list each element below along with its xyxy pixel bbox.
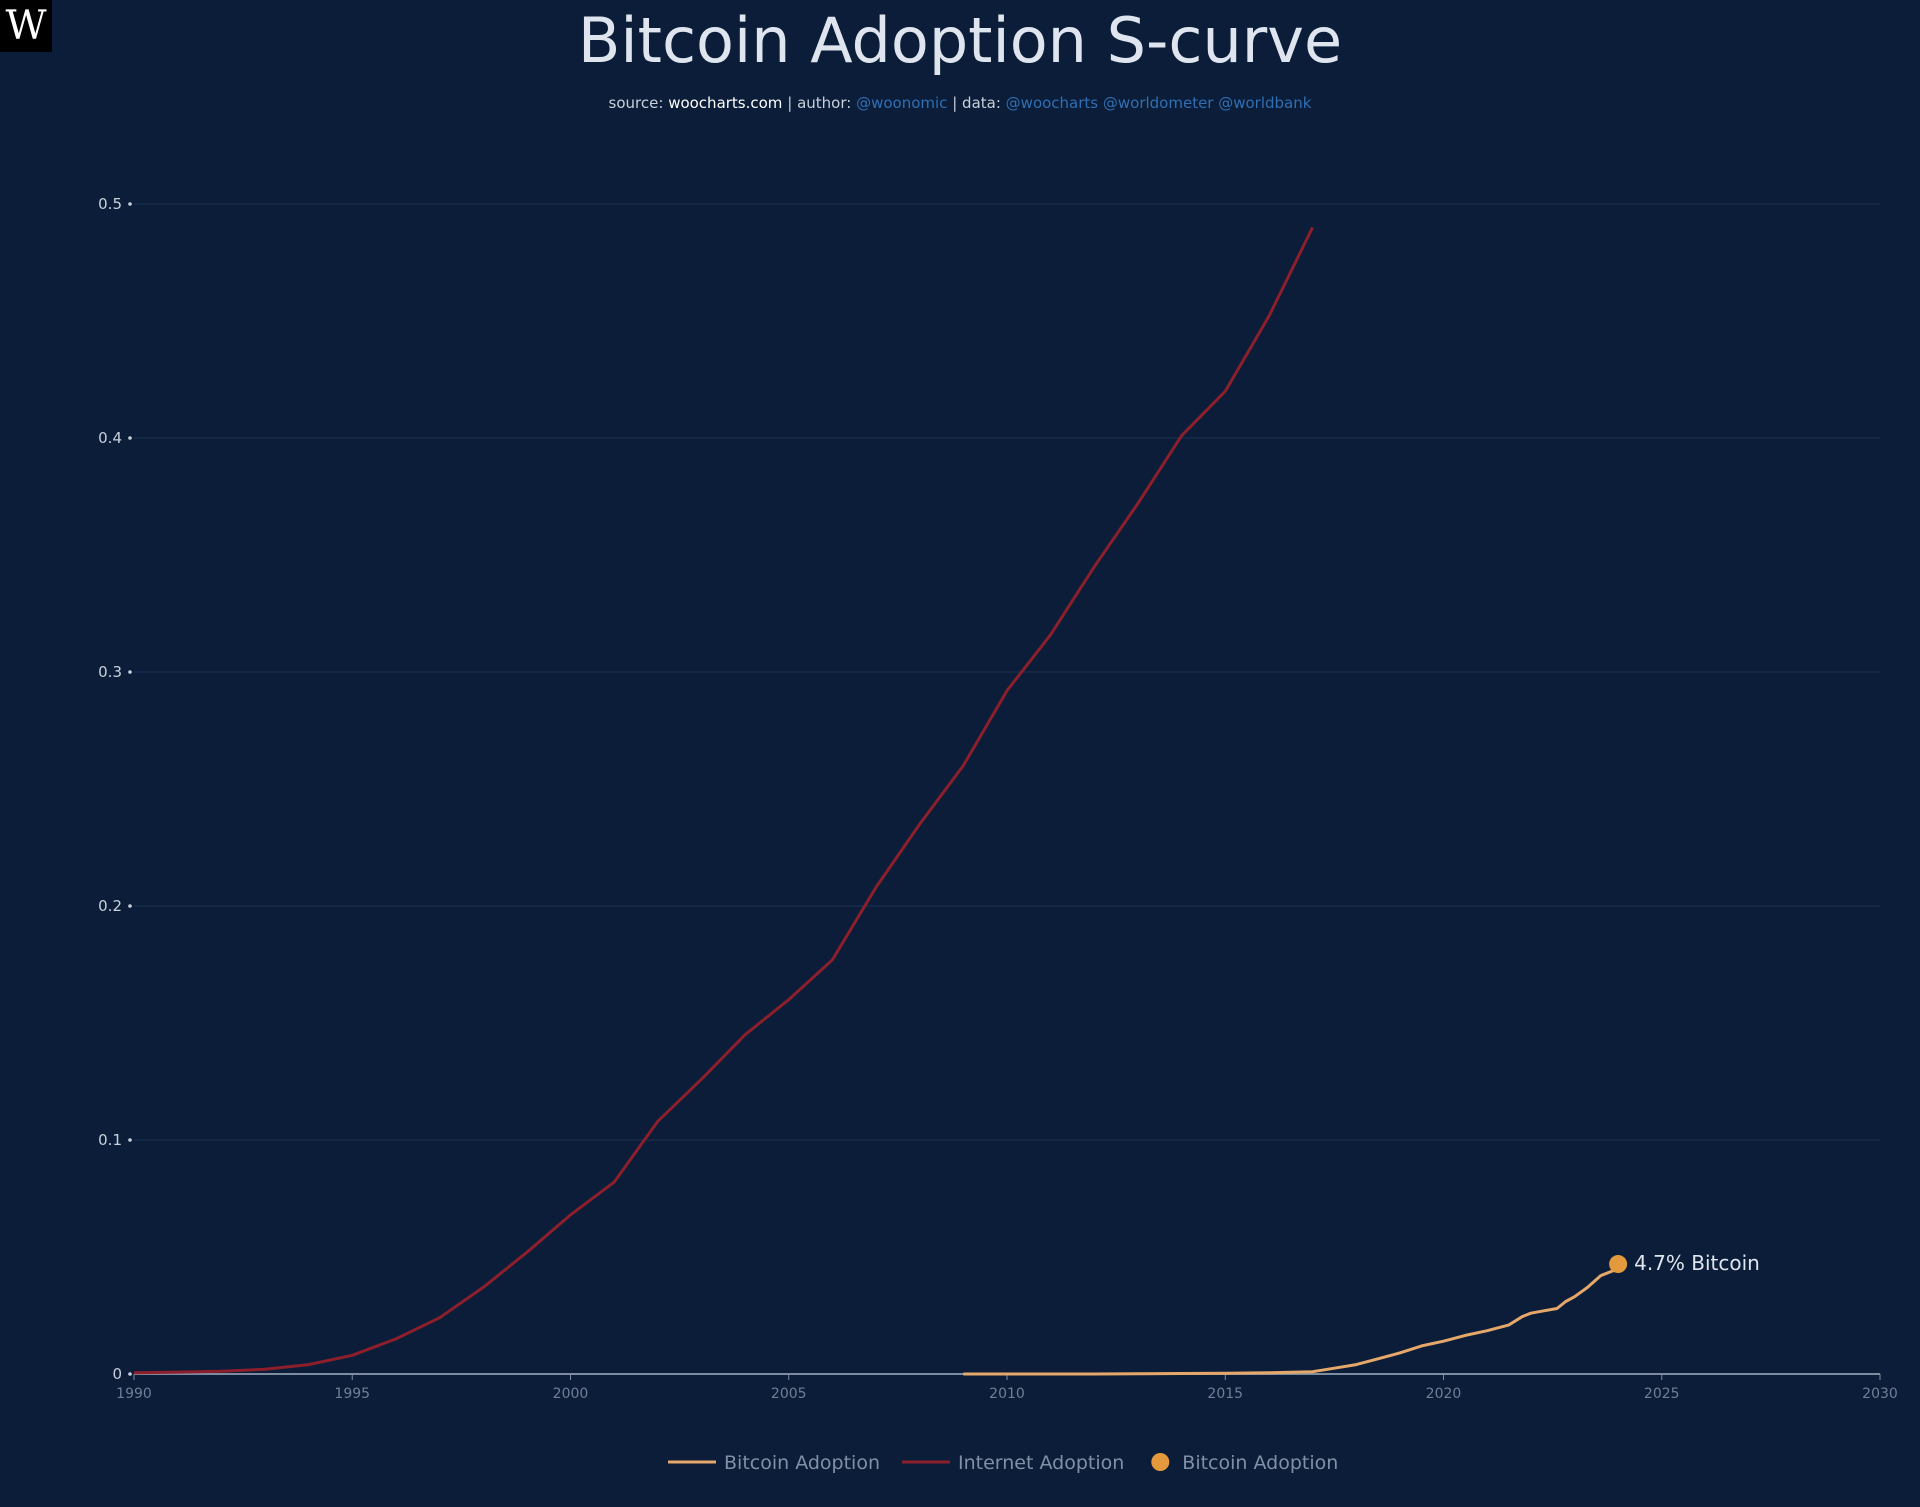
source-link[interactable]: woocharts.com xyxy=(668,94,783,112)
y-tick-label: 0.5 xyxy=(98,195,122,213)
x-tick-label: 2030 xyxy=(1862,1386,1898,1402)
y-tick-mark xyxy=(128,436,132,440)
x-tick-label: 2005 xyxy=(771,1386,807,1402)
x-tick-label: 2015 xyxy=(1207,1386,1243,1402)
series-line-internet-adoption[interactable] xyxy=(133,226,1314,1375)
y-tick-mark xyxy=(128,1372,132,1376)
y-tick-label: 0.1 xyxy=(98,1131,122,1149)
data-source-links[interactable]: @woocharts @worldometer @worldbank xyxy=(1005,94,1312,112)
woocharts-logo: W xyxy=(0,0,52,52)
y-tick-mark xyxy=(128,904,132,908)
x-tick-label: 2010 xyxy=(989,1386,1025,1402)
chart-subtitle: source: woocharts.com | author: @woonomi… xyxy=(0,94,1920,112)
legend-swatch-marker[interactable] xyxy=(1151,1453,1170,1471)
x-tick-label: 1990 xyxy=(116,1386,152,1402)
y-tick-label: 0.4 xyxy=(98,429,122,447)
y-tick-label: 0.2 xyxy=(98,897,122,915)
x-tick-label: 2025 xyxy=(1644,1386,1680,1402)
chart-title: Bitcoin Adoption S-curve xyxy=(577,4,1343,77)
legend-label: Bitcoin Adoption xyxy=(1182,1452,1338,1474)
author-link[interactable]: @woonomic xyxy=(856,94,948,112)
data-point-marker[interactable] xyxy=(1609,1255,1628,1274)
y-tick-mark xyxy=(128,1138,132,1142)
source-label: source: xyxy=(608,94,664,112)
separator: | xyxy=(787,94,793,112)
x-tick-label: 1995 xyxy=(334,1386,370,1402)
x-tick-label: 2020 xyxy=(1426,1386,1462,1402)
y-tick-mark xyxy=(128,670,132,674)
separator: | xyxy=(952,94,958,112)
y-tick-label: 0 xyxy=(112,1365,122,1383)
y-tick-mark xyxy=(128,202,132,206)
data-label: data: xyxy=(962,94,1001,112)
author-label: author: xyxy=(797,94,852,112)
series-line-bitcoin-adoption[interactable] xyxy=(963,1267,1619,1376)
data-point-label: 4.7% Bitcoin xyxy=(1634,1251,1760,1275)
legend-label: Bitcoin Adoption xyxy=(724,1452,880,1474)
y-tick-label: 0.3 xyxy=(98,663,122,681)
x-tick-label: 2000 xyxy=(553,1386,589,1402)
legend-label: Internet Adoption xyxy=(958,1452,1124,1474)
